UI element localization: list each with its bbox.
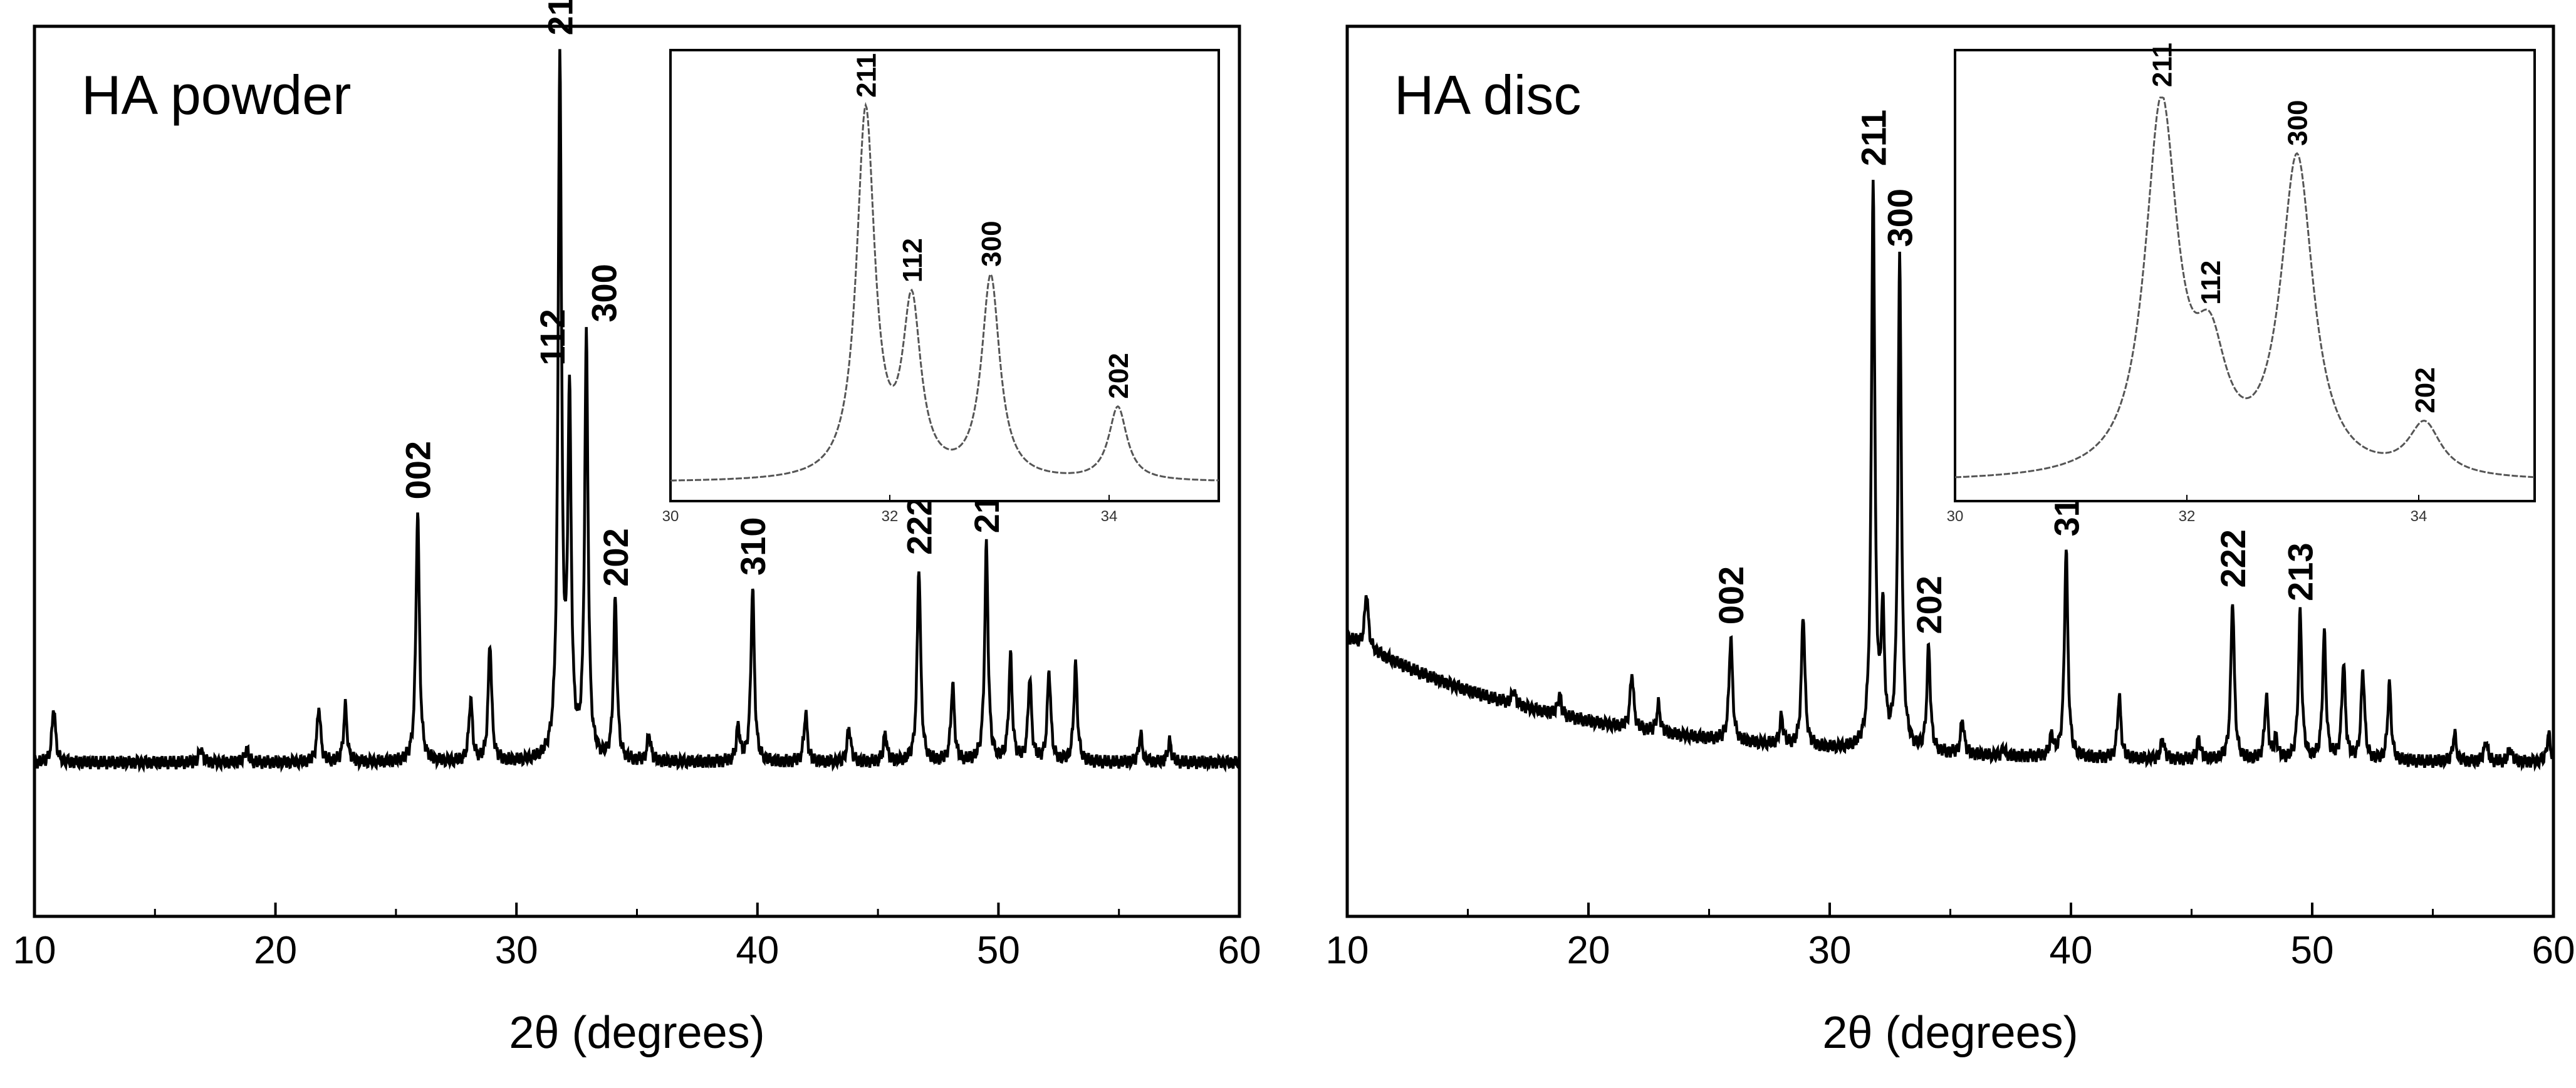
peak-label: 300 <box>585 264 624 322</box>
peak-label: 002 <box>1711 566 1751 624</box>
inset-plot: 30 32 34 211 112 300 202 <box>662 49 1220 525</box>
x-axis-label: 2θ (degrees) <box>1822 1008 2078 1058</box>
inset-peak-label: 300 <box>2283 100 2313 145</box>
inset-peak-label: 211 <box>852 53 882 98</box>
peak-label: 112 <box>533 309 572 365</box>
peak-label: 300 <box>1880 189 1920 247</box>
peak-label: 202 <box>596 528 635 586</box>
x-tick-label: 20 <box>1567 929 1610 972</box>
x-tick-label: 50 <box>977 929 1020 972</box>
x-tick-label: 10 <box>13 929 56 972</box>
inset-frame <box>1954 49 2536 502</box>
x-tick-label: 30 <box>495 929 538 972</box>
inset-peak-label: 202 <box>2410 367 2441 413</box>
x-tick-label: 40 <box>736 929 779 972</box>
inset-peak-label: 112 <box>2196 261 2226 305</box>
x-tick-label: 10 <box>1326 929 1369 972</box>
inset-plot: 30 32 34 211 112 300 202 <box>1947 43 2536 525</box>
x-axis-label: 2θ (degrees) <box>509 1008 764 1058</box>
chart-title: HA disc <box>1394 64 1581 126</box>
chart-title: HA powder <box>81 64 351 126</box>
x-tick-label: 30 <box>1808 929 1852 972</box>
x-tick-label: 60 <box>1218 929 1261 972</box>
peak-label: 202 <box>1909 576 1949 634</box>
inset-peak-label: 202 <box>1103 353 1134 398</box>
inset-x-tick-label: 30 <box>662 508 679 525</box>
x-tick-label: 40 <box>2050 929 2093 972</box>
series-line <box>33 49 1241 774</box>
x-tick-label: 20 <box>254 929 297 972</box>
inset-peak-label: 211 <box>2147 43 2177 87</box>
peak-label: 222 <box>899 497 939 555</box>
inset-peak-label: 300 <box>976 220 1007 266</box>
inset-x-tick-label: 34 <box>1101 508 1118 525</box>
peak-label: 213 <box>2281 542 2320 601</box>
inset-x-tick-label: 32 <box>2179 508 2196 525</box>
peak-label: 211 <box>540 0 580 36</box>
peak-label: 211 <box>1854 110 1893 166</box>
inset-x-tick-label: 32 <box>882 508 899 525</box>
inset-frame <box>669 49 1220 502</box>
inset-series-line <box>1955 96 2535 479</box>
x-tick-label: 50 <box>2291 929 2334 972</box>
panel-ha-disc: HA disc 10 20 30 40 50 60 2θ (degrees) 002 211 300… <box>1326 24 2575 1058</box>
inset-series-line <box>670 101 1219 482</box>
inset-x-tick-label: 30 <box>1947 508 1964 525</box>
peak-label: 310 <box>733 517 773 576</box>
peak-label: 222 <box>2213 529 2253 588</box>
x-tick-label: 60 <box>2532 929 2575 972</box>
peak-label: 002 <box>399 441 438 499</box>
inset-peak-label: 112 <box>897 238 928 282</box>
series-line <box>1345 180 2555 772</box>
inset-x-tick-label: 34 <box>2411 508 2427 525</box>
panel-ha-powder: HA powder 10 20 30 40 50 60 2θ (degrees) 002 211 1… <box>13 0 1261 1058</box>
